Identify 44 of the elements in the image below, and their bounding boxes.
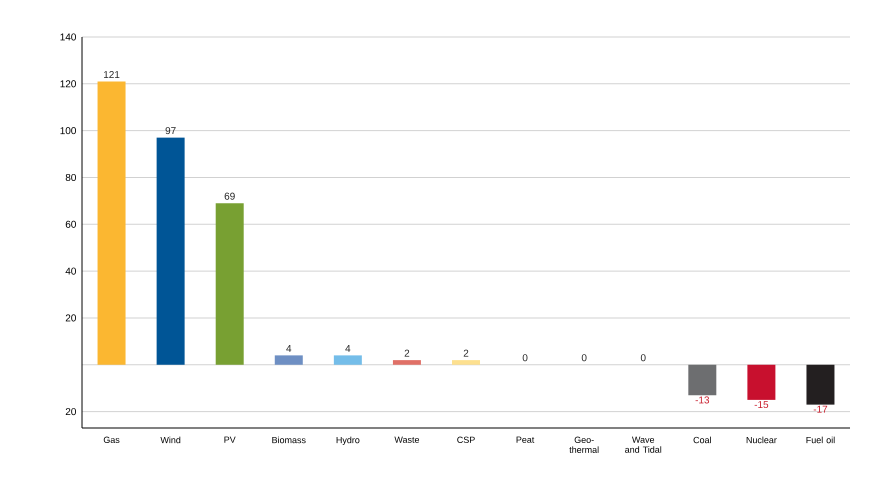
data-label: -15 <box>754 401 768 408</box>
y-tick-label: 140 <box>60 33 76 41</box>
x-tick-label: Waste <box>394 436 420 443</box>
x-tick-label: CSP <box>457 436 475 443</box>
x-tick-label: Coal <box>694 436 711 444</box>
data-label: 97 <box>166 127 176 134</box>
data-label: 4 <box>286 345 292 352</box>
x-tick-label: Gas <box>104 436 120 443</box>
data-label: -13 <box>696 396 710 404</box>
bar <box>216 203 244 365</box>
bar <box>806 364 834 405</box>
bar <box>688 364 716 396</box>
bar <box>98 81 126 365</box>
x-tick-label: Peat <box>516 436 534 443</box>
data-label: 0 <box>522 354 528 362</box>
x-tick-label: Nuclear <box>746 436 777 444</box>
data-label: 0 <box>582 354 587 362</box>
data-label: 2 <box>464 350 468 357</box>
y-tick-label: 80 <box>66 174 76 181</box>
bar <box>334 355 362 365</box>
data-label: -17 <box>814 406 828 413</box>
y-tick-label: 20 <box>66 314 76 322</box>
data-label: 121 <box>104 71 120 78</box>
x-tick-label: PV <box>224 436 236 443</box>
bar <box>747 364 776 400</box>
y-tick-label: 60 <box>66 220 76 228</box>
x-tick-label: Fuel oil <box>806 436 835 444</box>
x-tick-label: Wave and Tidal <box>625 436 662 453</box>
x-tick-label: Biomass <box>272 436 306 444</box>
y-tick-label: 40 <box>66 268 76 275</box>
x-tick-label: Geo-thermal <box>569 436 599 453</box>
y-tick-label: 120 <box>60 80 76 88</box>
x-tick-label: Hydro <box>336 436 360 445</box>
data-label: 0 <box>640 354 646 362</box>
data-label: 69 <box>224 192 235 200</box>
bar <box>156 138 185 365</box>
data-label: 4 <box>345 345 350 352</box>
bar <box>452 360 480 365</box>
bar <box>274 355 303 365</box>
x-tick-label: Wind <box>160 436 180 444</box>
bar <box>392 360 421 365</box>
y-tick-label: 20 <box>66 408 76 416</box>
data-label: 2 <box>404 350 410 357</box>
y-tick-label: 100 <box>60 127 76 134</box>
